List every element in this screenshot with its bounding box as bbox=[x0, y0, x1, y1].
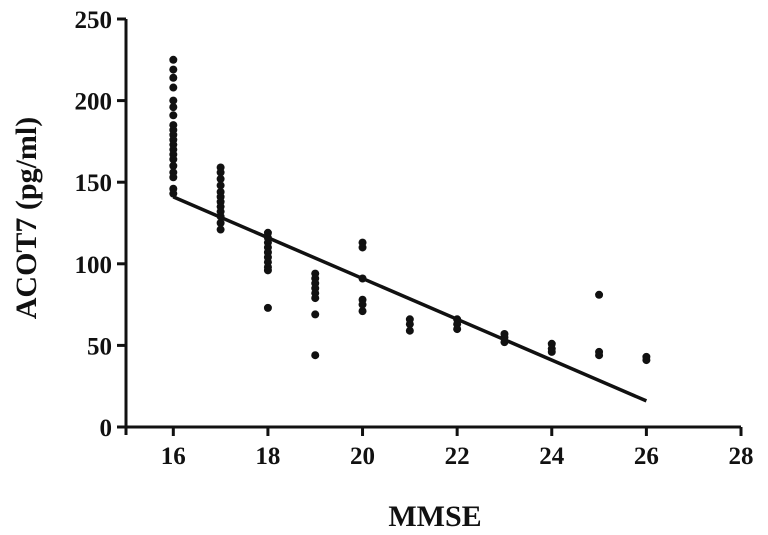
data-point bbox=[595, 290, 604, 299]
data-point bbox=[169, 55, 178, 64]
x-axis-title: MMSE bbox=[388, 500, 481, 533]
data-points bbox=[169, 55, 651, 365]
x-axis-ticks: 16 18 20 22 24 26 28 bbox=[161, 427, 754, 470]
data-point bbox=[169, 103, 178, 112]
y-axis-ticks: 0 50 100 150 200 250 bbox=[75, 7, 126, 442]
trendline-group bbox=[172, 195, 648, 403]
x-tick-label: 20 bbox=[350, 443, 375, 470]
data-point bbox=[595, 351, 604, 360]
data-point bbox=[405, 320, 414, 329]
y-tick-label: 50 bbox=[87, 333, 112, 360]
data-point bbox=[547, 347, 556, 356]
data-point bbox=[169, 161, 178, 170]
data-point bbox=[216, 181, 225, 190]
data-point bbox=[358, 300, 367, 309]
y-tick-label: 250 bbox=[75, 7, 113, 34]
x-tick-label: 16 bbox=[161, 443, 186, 470]
y-tick-label: 100 bbox=[75, 252, 113, 279]
data-point bbox=[216, 168, 225, 177]
data-point bbox=[169, 155, 178, 164]
x-tick-label: 26 bbox=[634, 443, 659, 470]
data-point bbox=[169, 189, 178, 198]
y-tick-label: 200 bbox=[75, 89, 113, 116]
data-point bbox=[216, 219, 225, 227]
x-tick-label: 22 bbox=[445, 443, 470, 470]
data-point bbox=[216, 225, 225, 234]
data-point bbox=[642, 356, 651, 365]
x-tick-label: 24 bbox=[539, 443, 565, 470]
data-point bbox=[311, 351, 320, 360]
data-point bbox=[169, 83, 178, 92]
data-point bbox=[216, 174, 225, 183]
x-tick-label: 18 bbox=[255, 443, 280, 470]
data-point bbox=[263, 266, 272, 275]
axes bbox=[124, 19, 741, 435]
data-point bbox=[169, 65, 178, 74]
y-tick-label: 150 bbox=[75, 170, 113, 197]
data-point bbox=[405, 326, 414, 335]
data-point bbox=[169, 173, 178, 182]
data-point bbox=[169, 111, 178, 120]
regression-line bbox=[172, 195, 648, 403]
data-point bbox=[263, 303, 272, 312]
y-tick-label: 0 bbox=[100, 415, 113, 442]
data-point bbox=[358, 243, 367, 252]
data-point bbox=[358, 307, 367, 316]
y-axis-title: ACOT7 (pg/ml) bbox=[10, 117, 43, 320]
data-point bbox=[453, 325, 462, 334]
x-tick-label: 28 bbox=[729, 443, 754, 470]
data-point bbox=[169, 96, 178, 105]
data-point bbox=[311, 294, 320, 303]
data-point bbox=[311, 310, 320, 319]
data-point bbox=[169, 73, 178, 82]
